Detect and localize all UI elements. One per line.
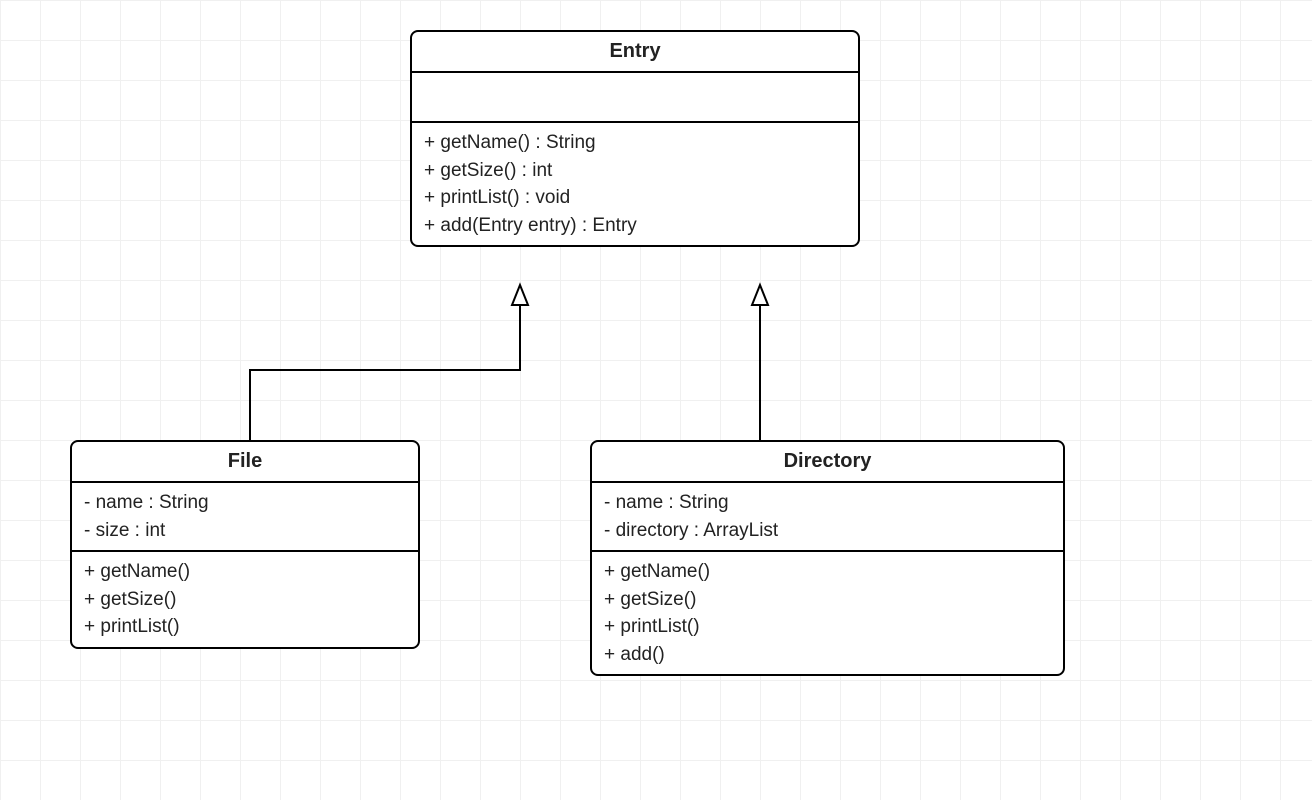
class-file-attributes: - name : String - size : int	[72, 483, 418, 552]
attribute-row: - name : String	[604, 489, 1051, 517]
method-row: + printList()	[84, 613, 406, 641]
method-row: + getName()	[604, 558, 1051, 586]
class-directory-attributes: - name : String - directory : ArrayList	[592, 483, 1063, 552]
inheritance-arrowhead-icon	[752, 285, 768, 305]
method-row: + printList() : void	[424, 184, 846, 212]
method-row: + getName() : String	[424, 129, 846, 157]
method-row: + getSize()	[84, 586, 406, 614]
class-file-methods: + getName() + getSize() + printList()	[72, 552, 418, 647]
method-row: + printList()	[604, 613, 1051, 641]
class-directory-title: Directory	[592, 442, 1063, 483]
class-file: File - name : String - size : int + getN…	[70, 440, 420, 649]
class-entry-attributes	[412, 73, 858, 123]
class-entry: Entry + getName() : String + getSize() :…	[410, 30, 860, 247]
inheritance-arrowhead-icon	[512, 285, 528, 305]
method-row: + getSize() : int	[424, 157, 846, 185]
class-entry-methods: + getName() : String + getSize() : int +…	[412, 123, 858, 245]
method-row: + add(Entry entry) : Entry	[424, 212, 846, 240]
attribute-row: - size : int	[84, 517, 406, 545]
attribute-row: - directory : ArrayList	[604, 517, 1051, 545]
attribute-row: - name : String	[84, 489, 406, 517]
method-row: + getName()	[84, 558, 406, 586]
method-row: + getSize()	[604, 586, 1051, 614]
class-directory: Directory - name : String - directory : …	[590, 440, 1065, 676]
inheritance-edge	[250, 305, 520, 440]
class-directory-methods: + getName() + getSize() + printList() + …	[592, 552, 1063, 674]
method-row: + add()	[604, 641, 1051, 669]
class-file-title: File	[72, 442, 418, 483]
class-entry-title: Entry	[412, 32, 858, 73]
